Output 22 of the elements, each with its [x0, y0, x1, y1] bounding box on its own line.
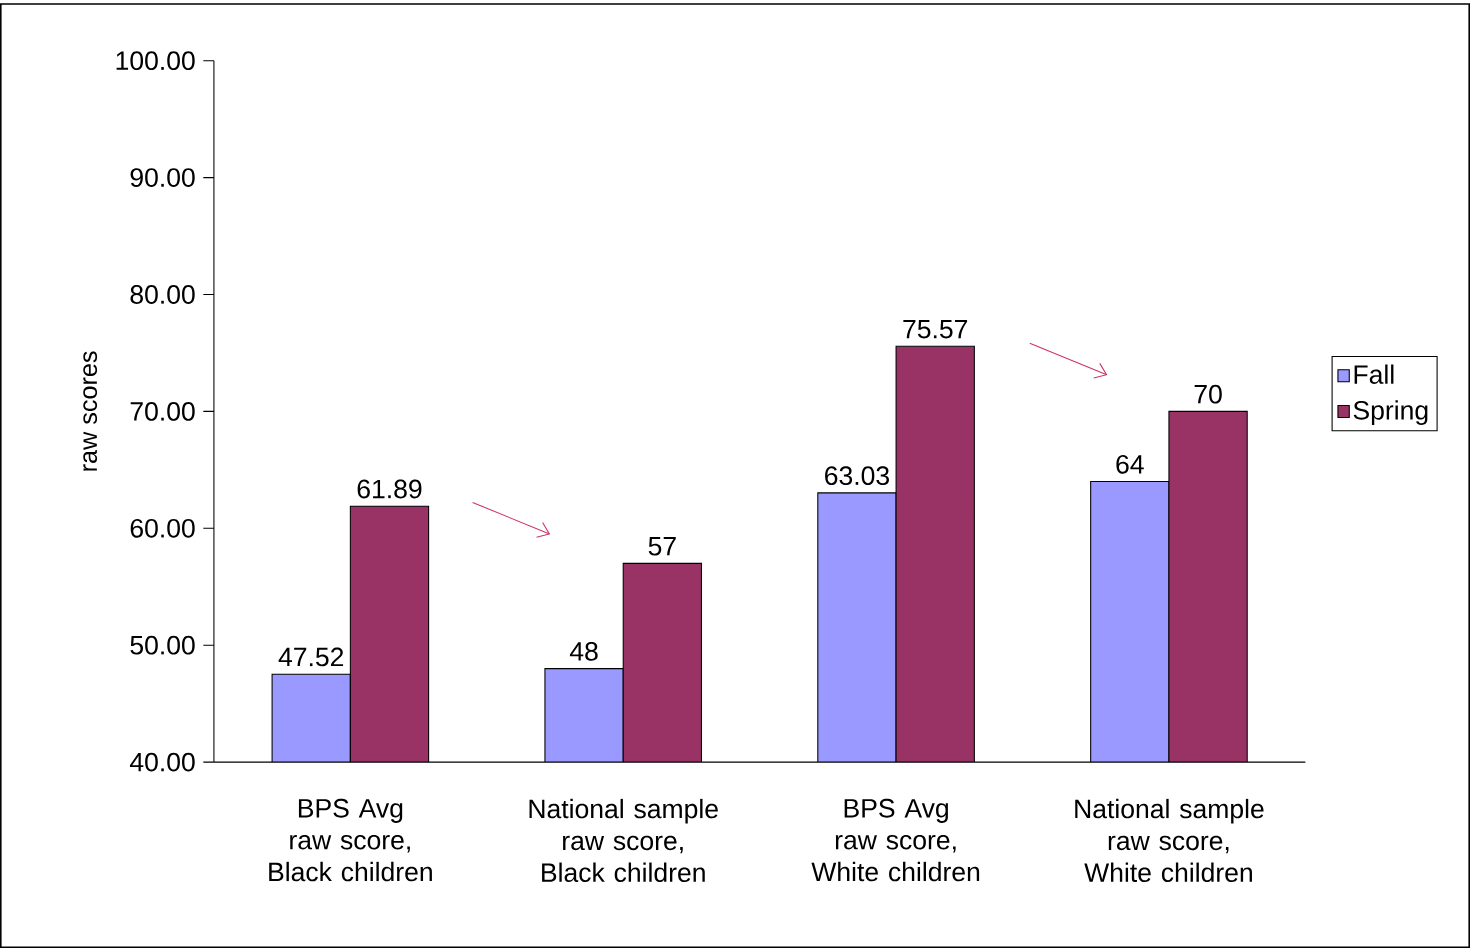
data-label: 57	[648, 536, 676, 556]
y-tick-label: 80.00	[130, 285, 195, 304]
x-tick-label: BPS Avg raw score, Black children	[269, 798, 432, 882]
data-label: 75.57	[903, 319, 968, 339]
y-tick-label: 70.00	[130, 401, 195, 421]
y-tick-label: 100.00	[116, 51, 195, 70]
y-tick-label: 90.00	[130, 168, 195, 187]
x-tick-label: BPS Avg raw score, White children	[811, 798, 980, 882]
y-tick-label: 50.00	[130, 635, 195, 655]
x-tick-label: National sample raw score, Black children	[529, 798, 718, 882]
data-label: 61.89	[357, 479, 422, 499]
legend-label: Fall	[1354, 364, 1394, 384]
x-tick-label: National sample raw score, White children	[1075, 798, 1264, 882]
data-label: 70	[1194, 384, 1222, 404]
y-tick-label: 40.00	[129, 752, 195, 772]
data-label: 48	[569, 641, 598, 661]
data-label: 47.52	[278, 647, 344, 667]
y-axis-title: raw scores	[83, 351, 98, 471]
y-tick-label: 60.00	[130, 518, 195, 538]
legend-label: Spring	[1353, 400, 1428, 425]
data-label: 64	[1116, 454, 1144, 474]
data-label: 63.03	[825, 466, 889, 485]
